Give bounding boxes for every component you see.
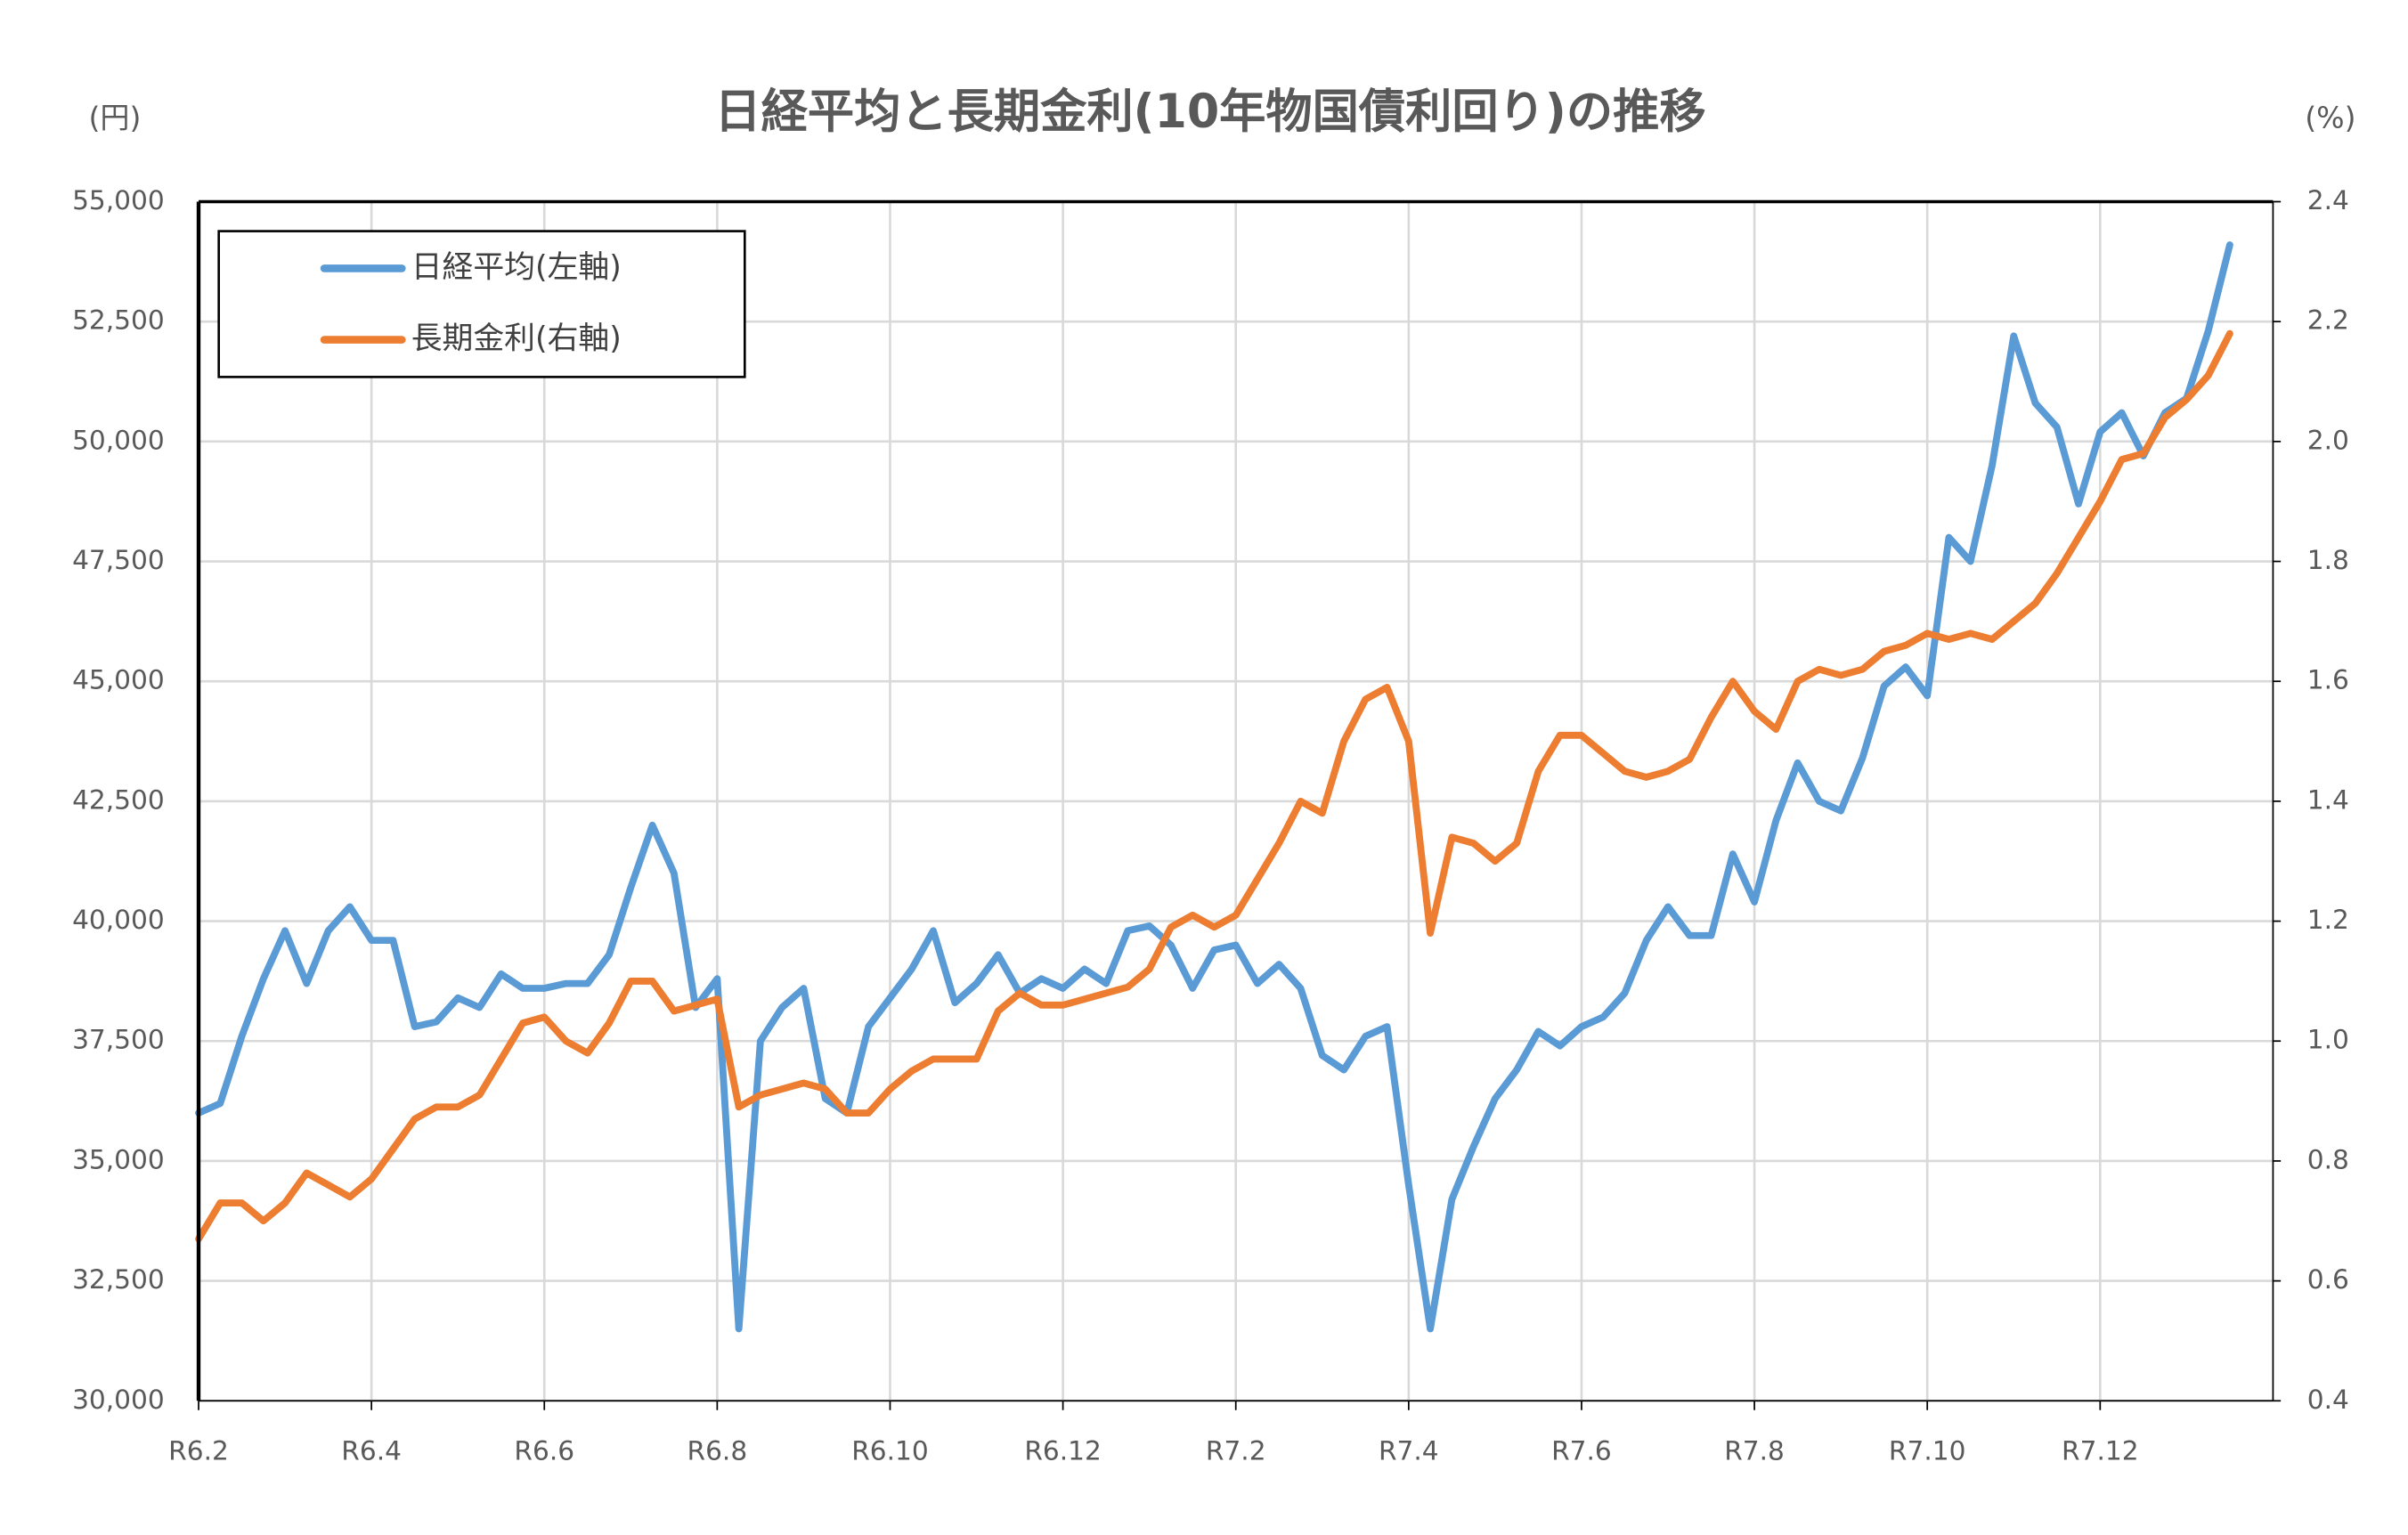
x-tick-label: R7.8 <box>1724 1435 1785 1466</box>
y-tick-label: 50,000 <box>72 425 165 455</box>
y2-tick-label: 1.2 <box>2307 905 2349 935</box>
y-tick-label: 32,500 <box>72 1264 165 1295</box>
axes: 30,000 32,500 35,000 37,500 40,000 42,500 45,0… <box>72 185 2349 1466</box>
x-tick-label: R6.6 <box>514 1435 574 1466</box>
y-tick-label: 55,000 <box>72 185 165 215</box>
y-tick-label: 42,500 <box>72 784 165 815</box>
y2-tick-label: 1.6 <box>2307 665 2349 695</box>
y-axis-unit: (円) <box>88 101 141 135</box>
y2-tick-label: 0.4 <box>2307 1385 2349 1415</box>
legend-label: 長期金利(右軸) <box>411 321 622 357</box>
y2-tick-label: 2.0 <box>2307 425 2349 455</box>
y-tick-label: 52,500 <box>72 305 165 336</box>
x-tick-label: R6.2 <box>168 1435 229 1466</box>
y-tick-label: 45,000 <box>72 665 165 695</box>
y2-axis-unit: (%) <box>2305 101 2355 135</box>
x-tick-label: R6.8 <box>687 1435 748 1466</box>
y2-tick-label: 0.6 <box>2307 1264 2349 1295</box>
y-tick-label: 47,500 <box>72 545 165 575</box>
y2-tick-label: 1.0 <box>2307 1025 2349 1055</box>
legend-box <box>217 230 746 378</box>
x-tick-label: R7.4 <box>1379 1435 1439 1466</box>
y-tick-label: 40,000 <box>72 905 165 935</box>
x-tick-label: R7.10 <box>1889 1435 1966 1466</box>
x-tick-label: R6.4 <box>341 1435 402 1466</box>
x-tick-label: R7.2 <box>1206 1435 1266 1466</box>
series-line <box>195 329 2233 1243</box>
x-tick-label: R7.12 <box>2062 1435 2139 1466</box>
y2-tick-label: 1.8 <box>2307 545 2349 575</box>
chart-title: 日経平均と長期金利(10年物国債利回り)の推移 <box>714 85 1705 139</box>
y-tick-label: 37,500 <box>72 1025 165 1055</box>
series-line <box>195 241 2233 1333</box>
y2-tick-label: 0.8 <box>2307 1144 2349 1174</box>
x-tick-label: R6.12 <box>1024 1435 1102 1466</box>
series-lines <box>195 241 2233 1333</box>
y2-tick-label: 2.4 <box>2307 185 2349 215</box>
y-tick-label: 30,000 <box>72 1385 165 1415</box>
legend-label: 日経平均(左軸) <box>411 249 622 285</box>
x-tick-label: R6.10 <box>851 1435 929 1466</box>
legend: 日経平均(左軸) 長期金利(右軸) <box>217 230 746 378</box>
x-tick-label: R7.6 <box>1551 1435 1612 1466</box>
y-tick-label: 35,000 <box>72 1144 165 1174</box>
y2-tick-label: 1.4 <box>2307 784 2349 815</box>
y2-tick-label: 2.2 <box>2307 305 2349 336</box>
